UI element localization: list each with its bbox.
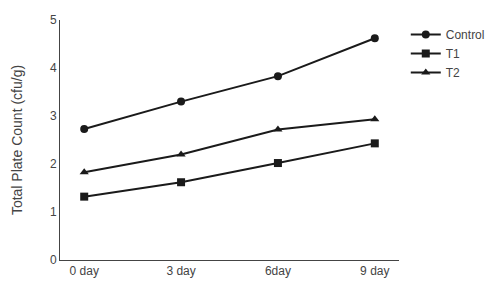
svg-text:3 day: 3 day — [166, 264, 195, 278]
svg-text:0: 0 — [50, 253, 57, 267]
svg-text:4: 4 — [50, 61, 57, 75]
svg-text:Control: Control — [446, 28, 485, 42]
svg-text:6day: 6day — [265, 264, 291, 278]
svg-text:Total Plate Count (cfu/g): Total Plate Count (cfu/g) — [9, 65, 25, 215]
svg-text:T1: T1 — [446, 47, 460, 61]
svg-text:T2: T2 — [446, 66, 460, 80]
svg-text:0 day: 0 day — [70, 264, 99, 278]
svg-text:3: 3 — [50, 109, 57, 123]
svg-text:5: 5 — [50, 13, 57, 27]
svg-text:1: 1 — [50, 205, 57, 219]
svg-text:9 day: 9 day — [360, 264, 389, 278]
svg-text:2: 2 — [50, 157, 57, 171]
